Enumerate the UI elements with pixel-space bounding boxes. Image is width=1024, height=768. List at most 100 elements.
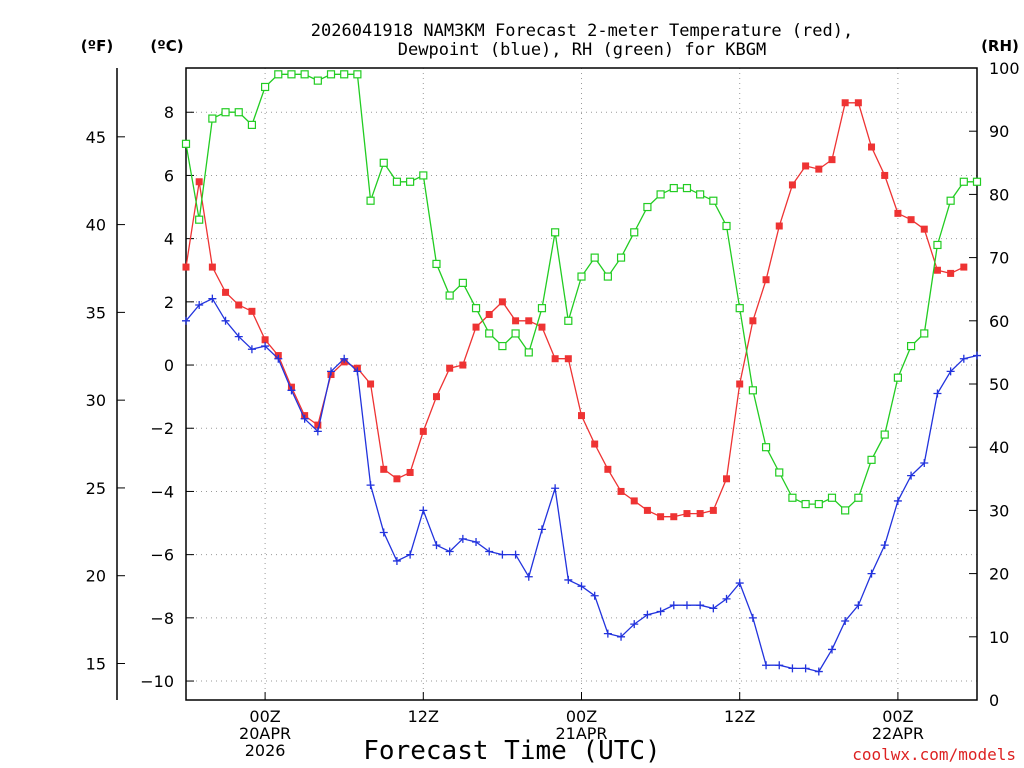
rh-unit-label: (RH) [981, 37, 1019, 55]
dewpoint-point [392, 556, 401, 565]
temperature-point [643, 506, 651, 514]
series-line [185, 102, 965, 518]
temperature-point [828, 156, 836, 164]
temperature-point [367, 380, 375, 388]
rh-point [379, 158, 388, 167]
dewpoint-point [814, 667, 823, 676]
rh-point [551, 228, 560, 237]
temperature-point [696, 510, 704, 518]
dewpoint-point [261, 342, 270, 351]
dewpoint-point [195, 301, 204, 309]
dewpoint-point [867, 569, 876, 578]
dewpoint-point [933, 389, 942, 398]
rh-point [748, 386, 757, 395]
temperature-point [393, 475, 401, 483]
time-tick-label: 20APR [239, 724, 291, 743]
rh-point [801, 499, 810, 509]
dewpoint-point [353, 367, 362, 376]
temperature-point [380, 465, 388, 473]
dewpoint-point [366, 481, 375, 490]
rh-tick-label: 90 [989, 122, 1009, 141]
rh-point [353, 70, 362, 79]
dewpoint-point [340, 354, 349, 363]
rh-point [906, 341, 916, 351]
dewpoint-point [564, 575, 573, 584]
rh-point [933, 240, 942, 250]
dewpoint-point [788, 664, 797, 673]
rh-point [392, 177, 402, 186]
rh-point [524, 348, 533, 357]
rh-point [669, 183, 678, 193]
dewpoint-point [274, 354, 283, 363]
rh-point [775, 468, 784, 477]
temperature-point [525, 317, 533, 325]
rh-point [221, 108, 230, 117]
rh-point [643, 202, 652, 212]
temperature-point [485, 310, 493, 318]
dewpoint-point [603, 629, 612, 638]
fahrenheit-tick-label: 30 [86, 391, 106, 410]
temperature-point [775, 222, 783, 230]
time-tick-label: 00Z [882, 707, 913, 726]
dewpoint-point [669, 601, 678, 610]
rh-point [709, 196, 718, 205]
dewpoint-point [656, 607, 665, 616]
temperature-point [960, 263, 968, 271]
temperature-point [709, 506, 717, 514]
fahrenheit-tick-label: 20 [86, 567, 106, 586]
credit-text: coolwx.com/models [852, 745, 1016, 764]
rh-point [972, 177, 982, 186]
temperature-point [432, 393, 440, 401]
rh-point [458, 278, 467, 287]
temperature-point [472, 323, 480, 331]
dewpoint-point [221, 316, 230, 325]
dewpoint-point [748, 613, 757, 622]
temperature-point [222, 288, 230, 296]
temperature-point [604, 465, 612, 473]
rh-point [445, 291, 454, 300]
fahrenheit-tick-label: 40 [86, 216, 106, 235]
temperature-point [498, 298, 506, 306]
temperature-point [683, 510, 691, 518]
temperature-point [314, 421, 322, 429]
dewpoint-point [696, 601, 705, 610]
dewpoint-point [801, 664, 810, 673]
dewpoint-point [551, 484, 560, 493]
dewpoint-point [709, 604, 718, 613]
dewpoint-point [511, 550, 520, 559]
rh-point [603, 272, 612, 281]
temperature-point [261, 336, 269, 344]
dewpoint-point [880, 541, 889, 550]
series-line [185, 73, 977, 512]
temperature-point [551, 355, 559, 363]
temperature-point [459, 361, 467, 369]
celsius-tick-label: −2 [150, 419, 174, 438]
dewpoint-point [643, 610, 652, 619]
temperature-point [736, 380, 744, 388]
dewpoint-point [208, 294, 217, 303]
dewpoint-point [893, 496, 902, 505]
rh-point [920, 329, 929, 338]
dewpoint-point [973, 351, 981, 360]
rh-tick-label: 0 [989, 691, 999, 710]
series-rh-2 [181, 70, 982, 515]
temperature-point [630, 497, 638, 505]
temperature-point [920, 225, 928, 233]
dewpoint-point [682, 601, 691, 610]
dewpoint-point [841, 617, 850, 625]
temperature-point [868, 143, 876, 151]
temperature-point [815, 165, 823, 173]
temperature-point [670, 513, 678, 521]
rh-point [735, 304, 744, 313]
temperature-point [446, 364, 454, 372]
dewpoint-point [287, 386, 296, 395]
fahrenheit-unit-label: (ºF) [81, 37, 113, 55]
celsius-tick-label: 4 [164, 230, 174, 249]
dewpoint-point [735, 579, 744, 588]
rh-point [893, 373, 903, 382]
temperature-point [248, 307, 256, 315]
rh-point [498, 341, 507, 351]
celsius-tick-label: 2 [164, 293, 174, 312]
rh-point [208, 114, 217, 123]
